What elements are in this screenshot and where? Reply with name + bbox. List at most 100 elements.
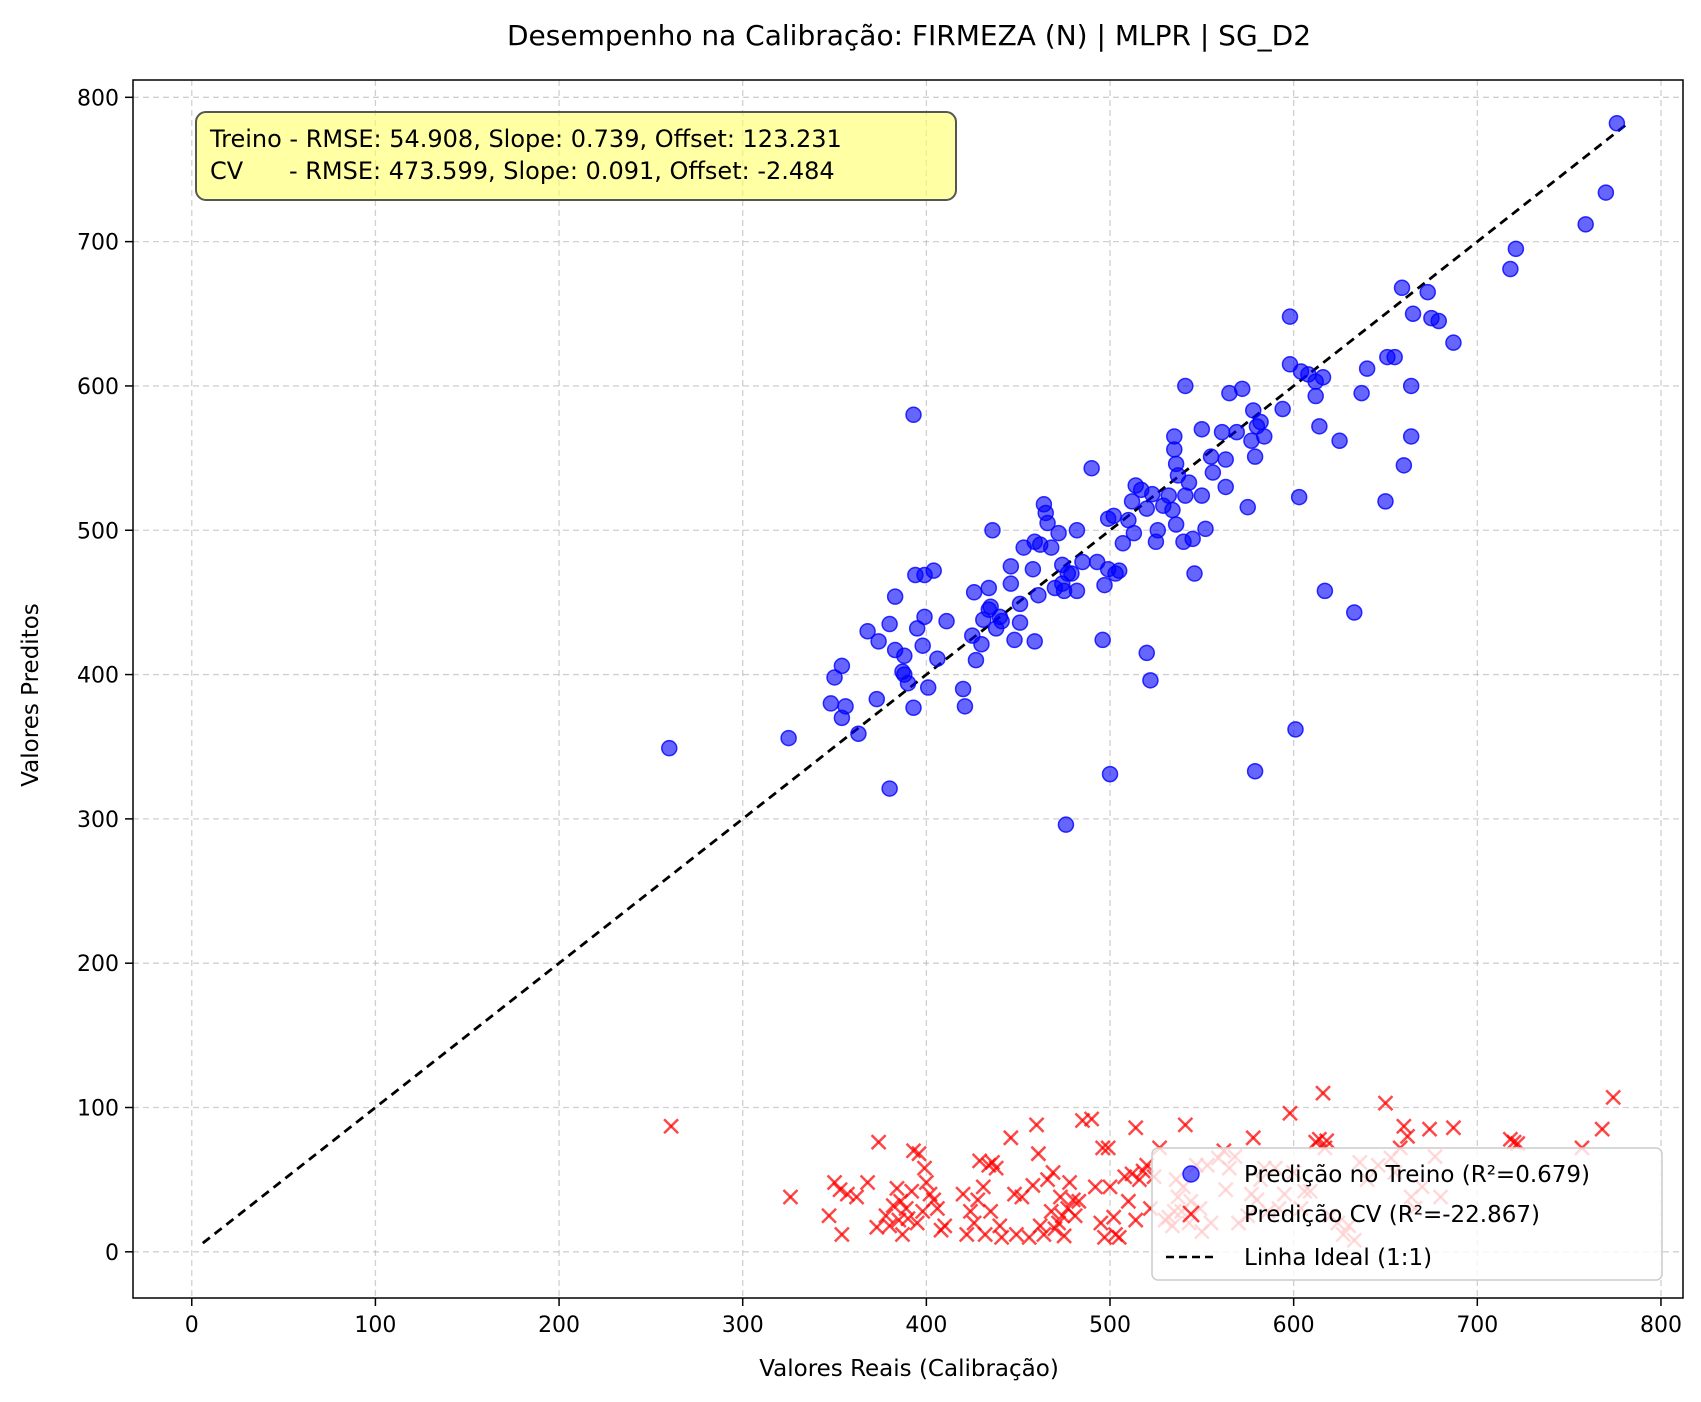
cv-point <box>982 1203 999 1220</box>
train-point <box>780 729 797 747</box>
train-point <box>1419 283 1436 301</box>
cv-point <box>975 1178 992 1195</box>
train-point <box>1063 565 1080 582</box>
train-point <box>1246 763 1264 780</box>
train-point <box>1239 498 1257 516</box>
train-point <box>886 588 904 605</box>
train-point <box>822 695 840 712</box>
cv-point <box>936 1217 953 1234</box>
train-point <box>1402 377 1420 395</box>
train-point <box>1217 478 1234 496</box>
train-point <box>938 612 955 630</box>
train-point <box>1024 560 1042 578</box>
train-point <box>1166 441 1183 458</box>
cv-point <box>834 1226 850 1243</box>
train-point <box>1281 308 1299 325</box>
train-point <box>1138 644 1155 662</box>
train-point <box>982 598 999 615</box>
train-point <box>1445 334 1462 351</box>
train-point <box>967 651 985 669</box>
cv-point <box>1052 1189 1069 1205</box>
train-point <box>905 699 922 717</box>
y-axis-label: Valores Preditos <box>18 603 44 787</box>
train-point <box>881 780 898 797</box>
train-point <box>954 680 972 698</box>
train-point <box>1287 721 1304 738</box>
cv-point <box>988 1160 1005 1177</box>
grid <box>133 80 1683 1298</box>
axis-ticks: 0 100 200 300 400 500 600 700 800 0 100 200 300 400 50… <box>77 86 1682 1338</box>
x-tick-label: 800 <box>1640 1313 1682 1338</box>
cv-point <box>1070 1193 1087 1210</box>
x-tick-label: 600 <box>1273 1313 1315 1338</box>
stats-box-background <box>195 111 957 201</box>
cv-point <box>1002 1129 1019 1146</box>
cv-point <box>1120 1193 1137 1210</box>
train-point <box>1068 582 1086 600</box>
x-tick-label: 400 <box>905 1313 947 1338</box>
cv-point <box>916 1160 933 1177</box>
train-point <box>1386 348 1403 366</box>
cv-point <box>909 1215 926 1231</box>
stats-line-train: Treino - RMSE: 54.908, Slope: 0.739, Off… <box>209 125 842 153</box>
y-tick-label: 100 <box>77 1097 119 1122</box>
cv-point <box>870 1134 887 1151</box>
cv-point <box>1377 1095 1394 1112</box>
train-point <box>916 608 933 626</box>
cv-point <box>1605 1089 1622 1106</box>
cv-point <box>1506 1134 1522 1151</box>
train-point <box>1164 501 1181 519</box>
train-point <box>984 522 1001 539</box>
cv-point <box>900 1210 916 1227</box>
train-point <box>1204 464 1222 481</box>
train-point <box>1404 305 1422 323</box>
train-point <box>1011 595 1029 613</box>
cv-point <box>1008 1226 1025 1243</box>
train-point <box>905 406 922 424</box>
train-point <box>1402 428 1420 445</box>
cv-point <box>903 1183 920 1200</box>
y-tick-label: 700 <box>77 231 119 256</box>
y-tick-label: 800 <box>77 86 119 111</box>
train-point <box>1101 765 1119 783</box>
cv-point <box>1105 1209 1122 1226</box>
train-point <box>1217 451 1234 468</box>
train-point <box>1307 387 1324 405</box>
train-point <box>1274 400 1291 418</box>
cv-point <box>1065 1191 1082 1208</box>
train-point <box>868 690 886 708</box>
train-point <box>1233 380 1251 398</box>
cv-point <box>839 1186 856 1202</box>
train-point <box>1083 459 1100 477</box>
cv-point <box>955 1186 971 1202</box>
cv-point <box>1282 1105 1298 1122</box>
cv-point <box>881 1217 898 1234</box>
y-tick-label: 600 <box>77 375 119 400</box>
train-point <box>1167 516 1185 533</box>
cv-point <box>878 1207 894 1224</box>
cv-point <box>1131 1171 1148 1188</box>
cv-point <box>1594 1121 1611 1138</box>
cv-point <box>1102 1178 1118 1195</box>
train-point <box>833 657 851 675</box>
cv-point <box>782 1189 799 1205</box>
x-tick-label: 300 <box>722 1313 764 1338</box>
train-point <box>1193 487 1211 504</box>
cv-point <box>1061 1174 1078 1191</box>
cv-point <box>1067 1207 1084 1224</box>
train-point <box>1030 586 1047 604</box>
cv-point <box>1083 1111 1100 1127</box>
train-point <box>1160 487 1178 504</box>
train-point <box>1184 530 1201 548</box>
cv-point <box>1087 1178 1104 1195</box>
train-point <box>1597 184 1615 201</box>
train-point <box>1358 360 1376 377</box>
train-point <box>1114 534 1132 552</box>
cv-point <box>918 1174 935 1191</box>
train-series <box>661 115 1626 833</box>
train-point <box>1245 402 1262 419</box>
cv-point <box>911 1145 927 1162</box>
train-point <box>661 739 678 757</box>
train-point <box>1353 384 1370 402</box>
train-point <box>1094 631 1111 649</box>
